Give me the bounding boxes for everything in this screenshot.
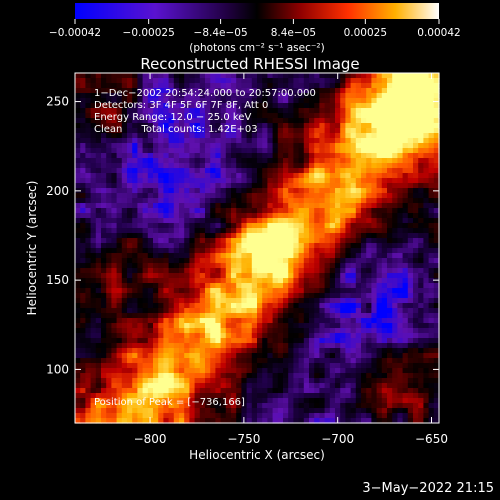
y-tick-label: 250 [46, 95, 69, 109]
annotation-time: 1−Dec−2002 20:54:24.000 to 20:57:00.000 [94, 88, 316, 99]
peak-position-label: Position of Peak = [−736,166] [94, 397, 245, 408]
axis-ticks: −800 −750 −700 −650 100 150 200 250 [46, 73, 448, 446]
colorbar [75, 3, 439, 19]
y-tick-label: 100 [46, 362, 69, 376]
y-tick-label: 150 [46, 273, 69, 287]
colorbar-unit: (photons cm⁻² s⁻¹ asec⁻²) [189, 42, 324, 54]
colorbar-tick-label: −8.4e−05 [194, 27, 248, 39]
y-axis-label: Heliocentric Y (arcsec) [25, 181, 39, 316]
x-axis-label: Heliocentric X (arcsec) [189, 448, 325, 462]
annotation-energy: Energy Range: 12.0 − 25.0 keV [94, 112, 252, 123]
footer-date: 3−May−2022 21:15 [362, 481, 494, 496]
plot-frame [74, 72, 440, 424]
annotation-detectors: Detectors: 3F 4F 5F 6F 7F 8F, Att 0 [94, 100, 269, 111]
colorbar-tick-label: 8.4e−05 [271, 27, 316, 39]
colorbar-ticks: −0.00042 −0.00025 −8.4e−05 8.4e−05 0.00025 0.… [49, 19, 461, 39]
x-tick-label: −750 [227, 432, 260, 446]
chart-title: Reconstructed RHESSI Image [140, 55, 359, 73]
x-tick-label: −650 [415, 432, 448, 446]
y-tick-label: 200 [46, 184, 69, 198]
colorbar-tick-label: 0.00025 [344, 27, 387, 39]
x-tick-label: −800 [134, 432, 167, 446]
colorbar-tick-label: −0.00025 [123, 27, 175, 39]
colorbar-tick-label: 0.00042 [417, 27, 460, 39]
x-tick-label: −700 [321, 432, 354, 446]
annotation-counts: Clean Total counts: 1.42E+03 [94, 124, 258, 135]
colorbar-tick-label: −0.00042 [49, 27, 101, 39]
heatmap-image [75, 73, 440, 424]
